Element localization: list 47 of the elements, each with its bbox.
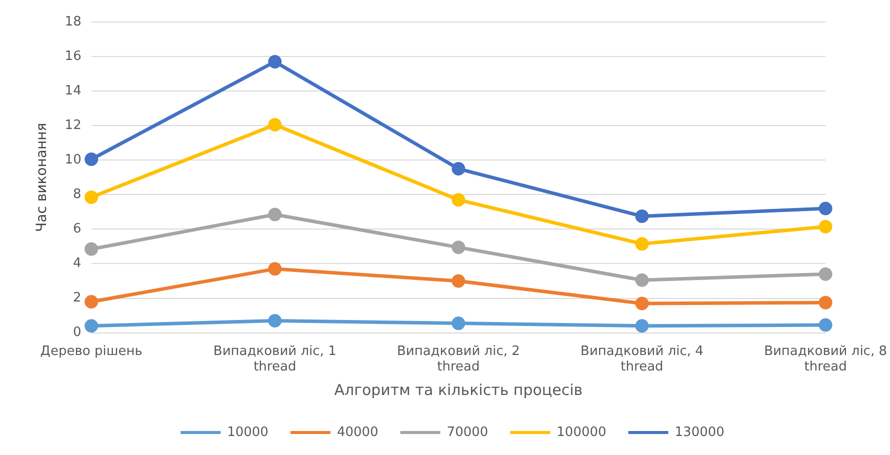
x-tick-label: Випадковий ліс, 2 thread xyxy=(396,344,520,375)
point xyxy=(635,296,649,310)
point xyxy=(635,210,649,223)
point xyxy=(268,208,282,222)
point xyxy=(635,319,649,333)
x-tick-label: Випадковий ліс, 8 thread xyxy=(764,344,888,375)
point xyxy=(268,262,282,276)
point xyxy=(818,202,832,216)
point xyxy=(84,294,98,308)
point xyxy=(452,316,466,330)
legend-label: 10000 xyxy=(227,424,268,440)
y-tick-label: 0 xyxy=(73,325,82,340)
y-tick-label: 8 xyxy=(73,187,82,202)
x-tick-label: Випадковий ліс, 4 thread xyxy=(580,344,704,375)
point xyxy=(635,237,649,251)
point xyxy=(818,267,832,281)
y-tick-label: 2 xyxy=(73,290,82,306)
x-tick-label: Випадковий ліс, 1 thread xyxy=(213,344,336,375)
point xyxy=(452,193,466,207)
y-tick-label: 4 xyxy=(73,256,82,272)
point xyxy=(818,220,832,234)
point xyxy=(84,242,98,256)
x-tick-label: Дерево рішень xyxy=(40,344,142,359)
point xyxy=(452,162,466,176)
point xyxy=(268,314,282,328)
legend-label: 40000 xyxy=(336,424,378,440)
point xyxy=(635,273,649,287)
point xyxy=(818,296,832,310)
point xyxy=(84,190,98,204)
y-tick-label: 16 xyxy=(64,48,82,64)
y-tick-label: 14 xyxy=(64,83,82,98)
point xyxy=(452,274,466,288)
point xyxy=(268,118,282,132)
legend-label: 130000 xyxy=(674,424,724,440)
point xyxy=(452,240,466,254)
y-tick-label: 12 xyxy=(64,118,82,133)
legend-label: 70000 xyxy=(446,424,488,440)
point xyxy=(84,319,98,333)
x-axis-title: Алгоритм та кількість процесів xyxy=(334,380,583,399)
point xyxy=(818,318,832,332)
y-axis-title: Час виконання xyxy=(34,122,50,232)
y-tick-label: 10 xyxy=(64,152,82,168)
y-tick-label: 6 xyxy=(73,222,82,237)
point xyxy=(268,54,282,68)
point xyxy=(84,152,98,166)
y-tick-label: 18 xyxy=(64,14,82,30)
legend-label: 100000 xyxy=(556,424,606,440)
